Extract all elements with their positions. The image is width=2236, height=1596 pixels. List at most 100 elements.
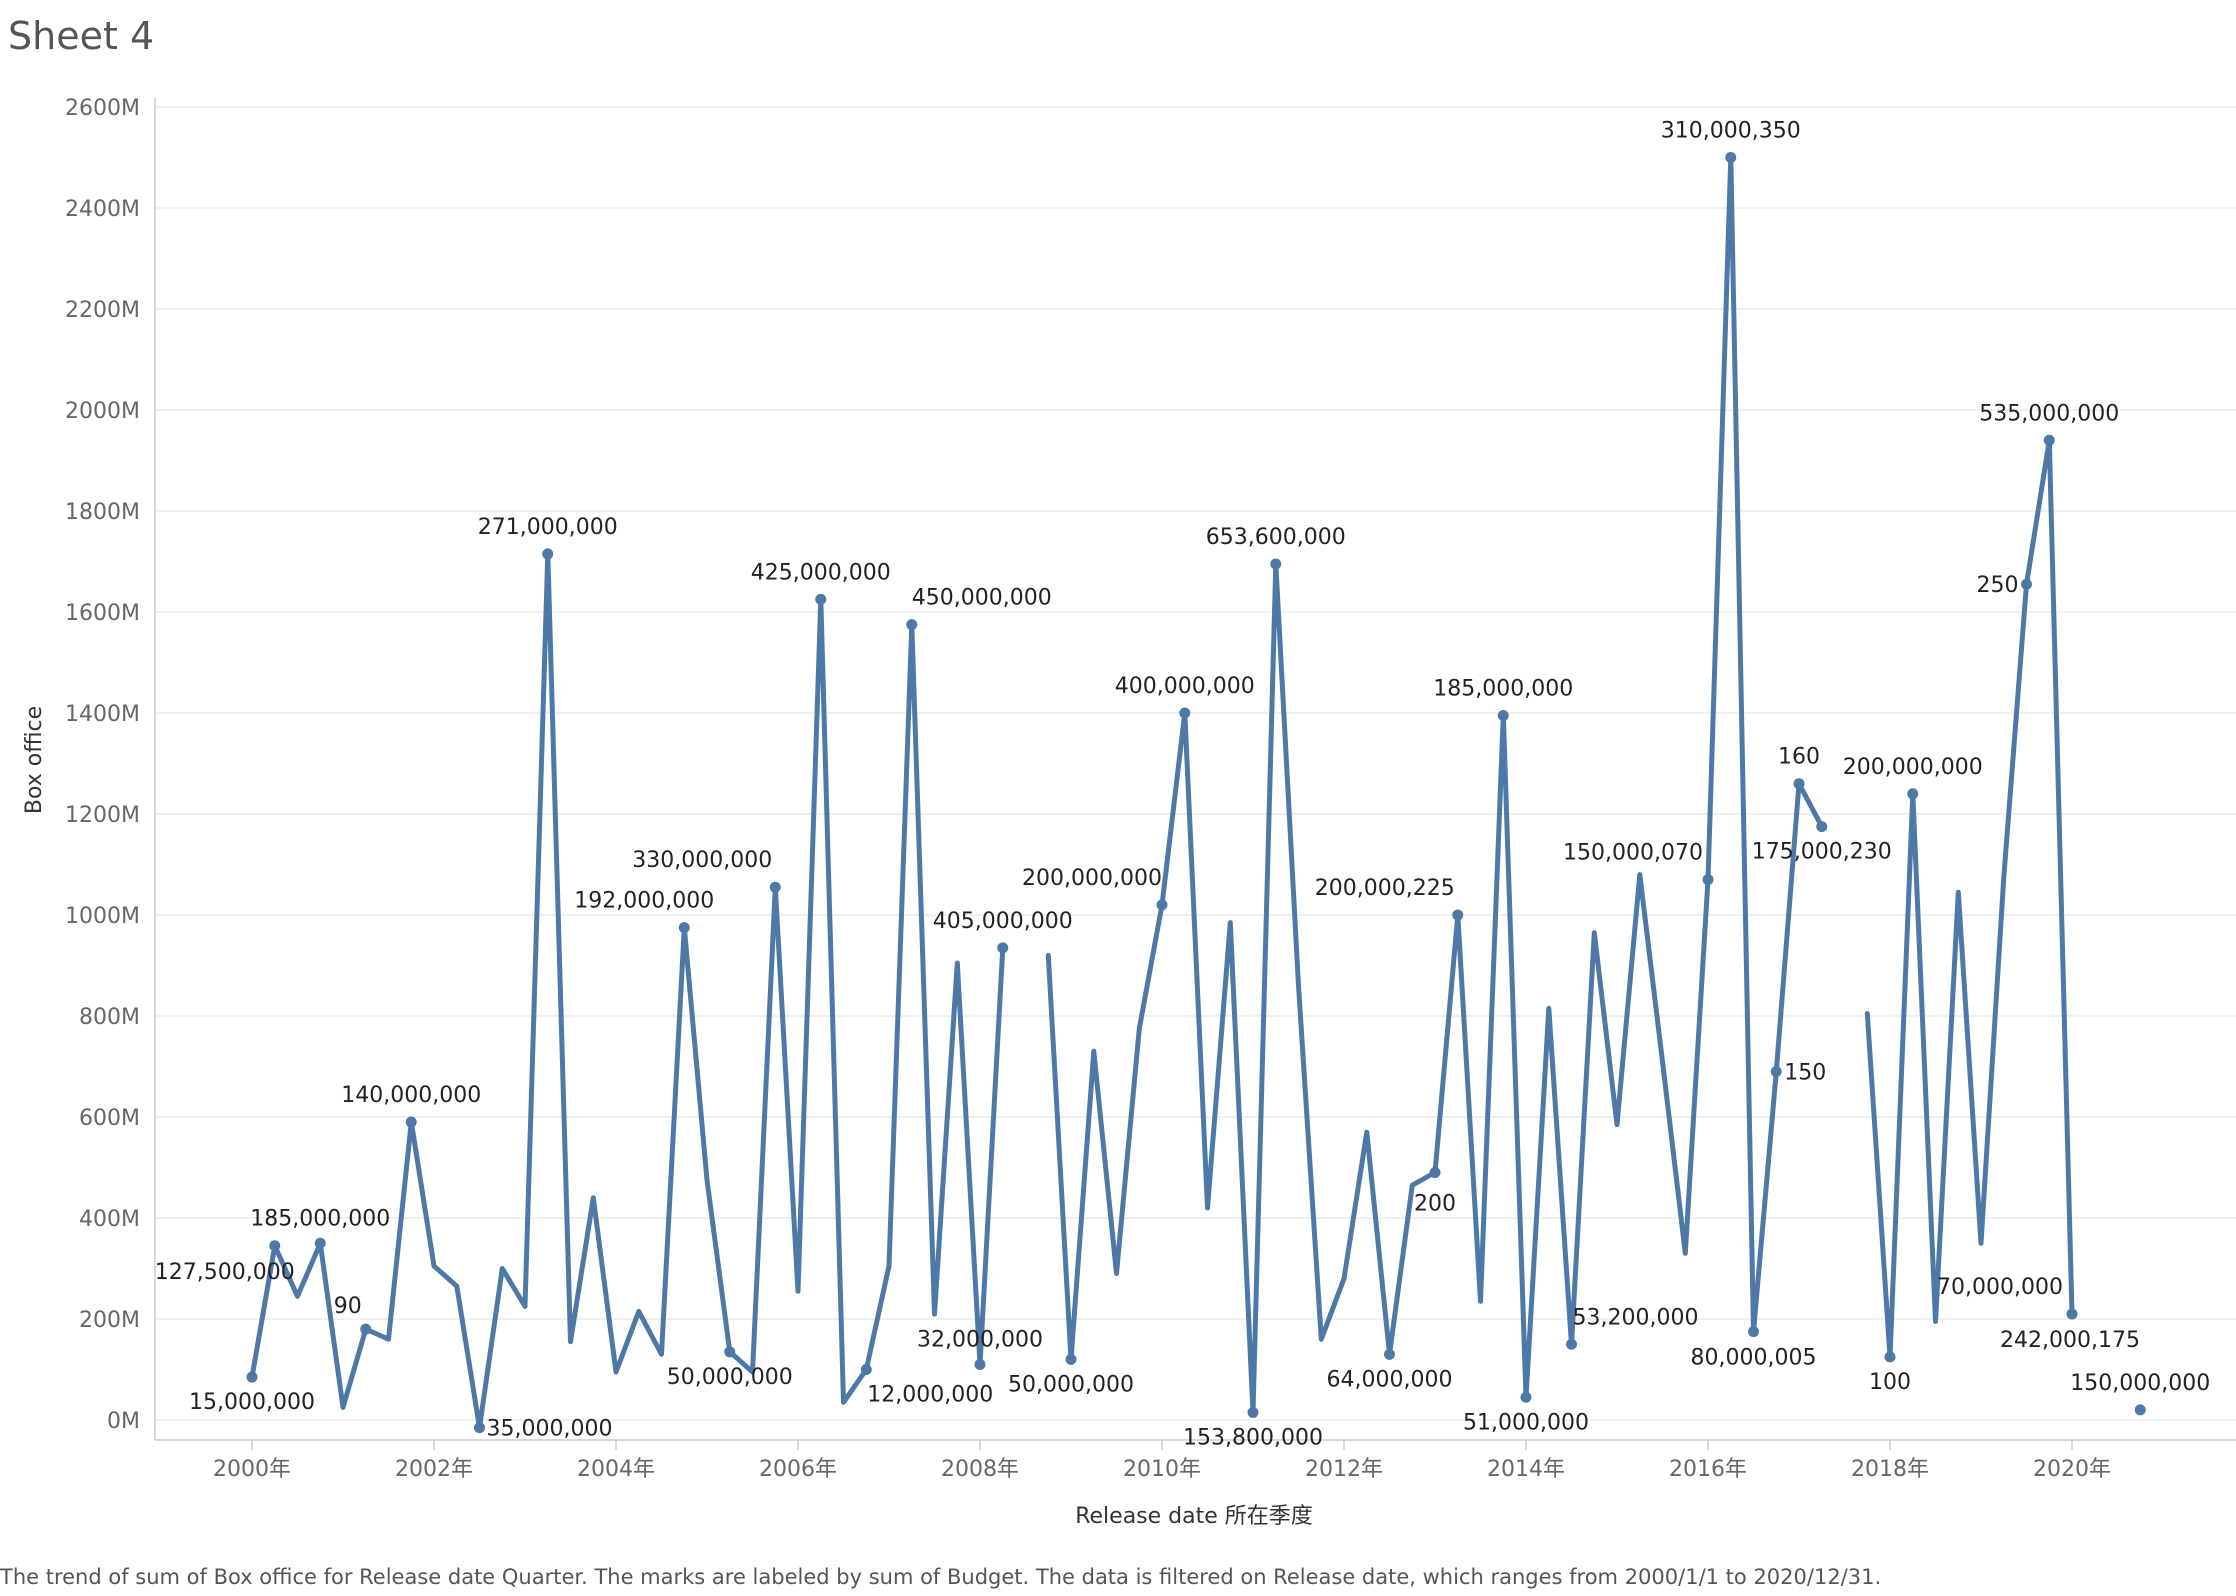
data-point[interactable] (1247, 1406, 1259, 1418)
data-point[interactable] (1907, 788, 1919, 800)
sheet-title: Sheet 4 (8, 14, 155, 58)
data-label: 185,000,000 (1433, 677, 1573, 702)
data-point[interactable] (474, 1422, 485, 1434)
data-point[interactable] (269, 1240, 281, 1252)
data-label: 653,600,000 (1206, 525, 1346, 550)
gridlines (155, 106, 2236, 1421)
data-label: 50,000,000 (667, 1365, 793, 1390)
x-tick-label: 2000年 (213, 1457, 291, 1482)
data-label: 185,000,000 (250, 1206, 390, 1231)
x-tick-label: 2006年 (759, 1457, 837, 1482)
chart-caption: The trend of sum of Box office for Relea… (0, 1565, 1882, 1589)
data-point[interactable] (1156, 899, 1168, 911)
series-lines (249, 155, 2075, 1431)
data-point[interactable] (906, 619, 918, 631)
data-label: 50,000,000 (1008, 1372, 1134, 1397)
data-label: 100 (1869, 1370, 1911, 1395)
data-point[interactable] (1702, 874, 1714, 886)
data-point[interactable] (1429, 1167, 1441, 1179)
data-label: 175,000,230 (1752, 840, 1892, 865)
data-point[interactable] (1384, 1348, 1395, 1360)
axes: 0M 200M 400M 600M 800M 1000M 1200M 1400M 1600M 18… (65, 96, 2236, 1482)
series-line (249, 551, 1006, 1431)
data-point[interactable] (678, 922, 690, 934)
data-label: 425,000,000 (751, 560, 891, 585)
data-point[interactable] (1748, 1326, 1759, 1338)
x-tick-label: 2008年 (941, 1457, 1019, 1482)
y-tick-label: 600M (79, 1106, 140, 1131)
data-label: 12,000,000 (867, 1383, 993, 1408)
data-label: 192,000,000 (574, 889, 714, 914)
x-tick-label: 2014年 (1487, 1457, 1565, 1482)
y-tick-label: 2000M (65, 399, 140, 424)
y-tick-label: 1800M (65, 500, 140, 525)
data-point[interactable] (1770, 1066, 1782, 1078)
data-point[interactable] (1793, 778, 1805, 790)
y-tick-label: 0M (107, 1409, 140, 1434)
data-point[interactable] (405, 1116, 417, 1128)
data-label: 80,000,005 (1691, 1346, 1817, 1371)
data-point[interactable] (1452, 909, 1464, 921)
data-label: 200 (1414, 1192, 1456, 1217)
data-label: 450,000,000 (912, 586, 1052, 611)
data-label: 200,000,000 (1022, 866, 1162, 891)
data-label: 127,500,000 (155, 1260, 295, 1285)
data-point[interactable] (724, 1346, 736, 1358)
data-label: 35,000,000 (487, 1417, 613, 1442)
data-points (246, 152, 2146, 1434)
data-label: 140,000,000 (341, 1083, 481, 1108)
data-label: 200,000,225 (1315, 876, 1455, 901)
y-tick-label: 400M (79, 1207, 140, 1232)
x-tick-label: 2004年 (577, 1457, 655, 1482)
data-point[interactable] (769, 881, 781, 893)
data-point[interactable] (1725, 152, 1737, 163)
data-point[interactable] (1566, 1338, 1577, 1350)
y-tick-label: 1200M (65, 803, 140, 828)
y-tick-label: 2600M (65, 96, 140, 121)
data-point[interactable] (1884, 1351, 1896, 1363)
data-point[interactable] (360, 1323, 372, 1335)
data-point[interactable] (2134, 1404, 2146, 1416)
data-point[interactable] (2043, 434, 2055, 446)
data-point[interactable] (1270, 558, 1282, 570)
data-point[interactable] (314, 1237, 326, 1249)
y-tick-label: 1600M (65, 601, 140, 626)
data-label: 535,000,000 (1979, 401, 2119, 426)
data-point[interactable] (2021, 578, 2032, 590)
x-tick-label: 2018年 (1851, 1457, 1929, 1482)
data-label: 242,000,175 (2000, 1328, 2140, 1353)
y-tick-label: 1000M (65, 904, 140, 929)
data-point[interactable] (1816, 821, 1828, 833)
x-tick-label: 2012年 (1305, 1457, 1383, 1482)
data-point[interactable] (542, 548, 554, 560)
data-label: 64,000,000 (1327, 1367, 1453, 1392)
data-point[interactable] (1520, 1391, 1532, 1403)
data-point[interactable] (2066, 1308, 2078, 1320)
data-point[interactable] (815, 593, 827, 605)
data-labels: 15,000,000 127,500,000 185,000,000 90 140,00… (155, 119, 2210, 1451)
series-line (1864, 437, 2075, 1360)
series-line (1045, 155, 1825, 1415)
y-tick-label: 1400M (65, 702, 140, 727)
data-label: 200,000,000 (1843, 755, 1983, 780)
x-axis-title: Release date 所在季度 (1075, 1504, 1313, 1529)
data-point[interactable] (246, 1371, 258, 1383)
y-tick-label: 2200M (65, 298, 140, 323)
data-label: 330,000,000 (632, 848, 772, 873)
data-point[interactable] (997, 942, 1009, 954)
data-label: 51,000,000 (1463, 1410, 1589, 1435)
data-label: 90 (334, 1294, 362, 1319)
data-label: 150 (1784, 1061, 1826, 1086)
data-point[interactable] (974, 1358, 986, 1370)
data-point[interactable] (1065, 1353, 1077, 1365)
data-label: 150,000,000 (2070, 1371, 2210, 1396)
y-axis-title: Box office (22, 706, 47, 814)
data-label: 271,000,000 (478, 515, 618, 540)
data-point[interactable] (860, 1364, 872, 1375)
x-tick-label: 2002年 (395, 1457, 473, 1482)
data-point[interactable] (1179, 707, 1191, 719)
data-label: 310,000,350 (1661, 119, 1801, 144)
x-tick-label: 2010年 (1123, 1457, 1201, 1482)
data-label: 70,000,000 (1937, 1275, 2063, 1300)
data-point[interactable] (1497, 710, 1509, 722)
